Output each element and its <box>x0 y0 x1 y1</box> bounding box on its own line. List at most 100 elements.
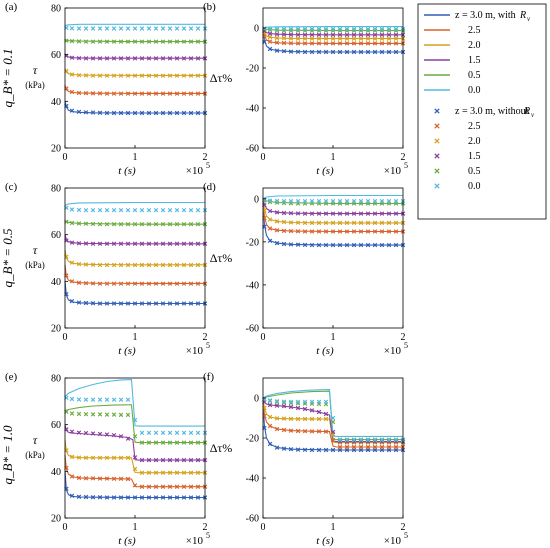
data-marker-2.0 <box>139 470 145 475</box>
y-tick-label: 80 <box>51 374 61 385</box>
data-marker-2.5 <box>274 227 280 233</box>
data-marker-1.5 <box>323 411 329 417</box>
data-marker-2.5 <box>167 91 173 96</box>
y-tick-label: 0 <box>254 24 259 35</box>
data-marker-2.5 <box>111 91 117 96</box>
data-marker-3.0 <box>302 242 308 248</box>
x-tick-label: 0 <box>261 152 266 163</box>
data-marker-2.0 <box>160 470 166 475</box>
panel-2: 0 1 2 20 40 60 80 t (s) ×10 5 (c) τ (kPa) <box>5 181 210 357</box>
data-marker-0.5 <box>83 39 89 44</box>
data-marker-1.5 <box>295 211 301 216</box>
x-multiplier-exponent: 5 <box>404 341 408 350</box>
data-marker-2.0 <box>125 455 131 461</box>
data-marker-0.0 <box>351 437 357 443</box>
data-marker-0.0 <box>195 430 201 436</box>
legend-label: 2.0 <box>468 40 481 51</box>
data-marker-2.5 <box>153 281 159 286</box>
data-marker-1.5 <box>288 210 294 216</box>
y-axis-label: τ <box>33 433 38 447</box>
legend-label: 0.5 <box>468 70 481 81</box>
data-marker-1.5 <box>309 32 315 38</box>
data-marker-0.0 <box>295 198 301 204</box>
data-marker-2.0 <box>288 416 294 422</box>
data-marker-2.0 <box>153 73 159 78</box>
data-marker-1.5 <box>146 56 152 61</box>
data-marker-1.5 <box>267 402 273 408</box>
data-marker-2.5 <box>195 91 201 96</box>
data-marker-0.0 <box>302 399 308 405</box>
data-marker-3.0 <box>111 301 117 306</box>
data-marker-3.0 <box>195 495 201 500</box>
data-marker-0.0 <box>358 26 364 32</box>
data-marker-0.5 <box>181 440 187 445</box>
data-marker-0.0 <box>288 198 294 204</box>
x-multiplier-exponent: 5 <box>206 341 210 350</box>
data-marker-2.5 <box>76 280 82 285</box>
data-marker-1.5 <box>181 56 187 61</box>
data-marker-1.5 <box>97 241 103 246</box>
data-marker-0.0 <box>195 26 201 31</box>
data-marker-3.0 <box>358 242 364 248</box>
data-marker-0.0 <box>316 26 322 32</box>
data-marker-0.0 <box>393 437 399 443</box>
panel-5: 0 1 20-20-40-60t (s) ×10 5(f)Δτ% <box>203 371 408 547</box>
data-marker-2.0 <box>181 262 187 268</box>
data-marker-1.5 <box>302 406 308 412</box>
data-marker-3.0 <box>97 495 103 500</box>
data-marker-2.0 <box>316 220 322 226</box>
panel-label: (e) <box>5 371 18 383</box>
data-marker-0.0 <box>125 207 131 213</box>
data-marker-3.0 <box>90 495 96 500</box>
data-marker-1.5 <box>295 32 301 38</box>
data-marker-0.0 <box>90 26 96 31</box>
data-marker-2.0 <box>330 220 336 226</box>
data-marker-1.5 <box>111 56 117 61</box>
data-marker-1.5 <box>76 430 82 435</box>
data-marker-2.5 <box>188 484 194 489</box>
data-marker-2.5 <box>146 91 152 96</box>
data-marker-1.5 <box>69 429 75 434</box>
data-marker-0.0 <box>316 399 322 405</box>
data-marker-1.5 <box>104 56 110 61</box>
data-marker-1.5 <box>274 403 280 408</box>
data-marker-2.5 <box>118 281 124 286</box>
plot-frame <box>64 187 206 329</box>
data-marker-2.5 <box>323 229 329 234</box>
data-marker-2.0 <box>188 262 194 268</box>
series-line-3.0 <box>64 471 205 499</box>
data-marker-3.0 <box>295 447 301 452</box>
data-marker-2.5 <box>83 476 89 481</box>
data-marker-0.0 <box>267 26 273 32</box>
data-marker-2.0 <box>69 72 75 77</box>
data-marker-1.5 <box>83 241 89 246</box>
data-marker-0.0 <box>330 415 336 421</box>
data-marker-1.5 <box>90 431 96 436</box>
data-marker-0.5 <box>181 221 187 227</box>
data-marker-1.5 <box>188 457 194 463</box>
data-marker-2.5 <box>139 281 145 286</box>
data-marker-3.0 <box>267 441 273 447</box>
series-group <box>64 23 208 116</box>
data-marker-0.0 <box>386 437 392 443</box>
data-marker-2.0 <box>104 262 110 268</box>
data-marker-2.0 <box>274 219 280 224</box>
data-marker-3.0 <box>111 495 117 500</box>
data-marker-0.5 <box>195 39 201 44</box>
legend-symbol-sub: v <box>527 15 531 23</box>
data-marker-2.5 <box>132 281 138 286</box>
x-tick-label: 1 <box>331 152 336 163</box>
data-marker-0.0 <box>365 198 371 204</box>
y-tick-label: -40 <box>246 474 259 485</box>
data-marker-0.5 <box>160 221 166 227</box>
data-marker-2.5 <box>160 484 166 489</box>
data-marker-2.5 <box>160 91 166 96</box>
data-marker-0.0 <box>104 397 110 402</box>
data-marker-0.5 <box>288 400 294 406</box>
data-marker-2.5 <box>97 91 103 96</box>
data-marker-2.5 <box>344 229 350 234</box>
data-marker-0.0 <box>69 396 75 402</box>
data-marker-0.5 <box>76 221 82 226</box>
y-tick-label: 20 <box>51 144 61 155</box>
x-axis-label: t (s) <box>118 165 136 177</box>
